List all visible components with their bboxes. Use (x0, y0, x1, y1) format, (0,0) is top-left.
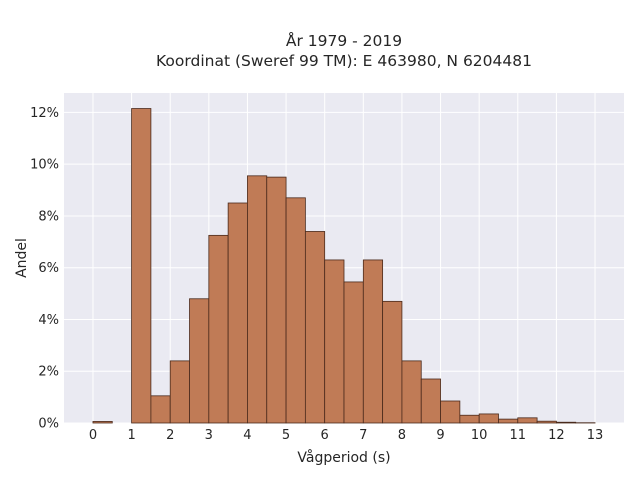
y-tick-label-0: 0% (38, 417, 59, 432)
histogram-bar-14 (362, 259, 384, 424)
chart-title-line-1: År 1979 - 2019 (286, 31, 402, 50)
x-tick-label-10: 10 (471, 428, 488, 443)
histogram-bar-20 (478, 413, 499, 424)
y-axis-label: Andel (14, 238, 30, 278)
histogram-bar-9 (266, 176, 287, 424)
x-tick-label-8: 8 (398, 428, 406, 443)
histogram-bar-21 (498, 418, 519, 424)
y-tick-label-6: 12% (30, 106, 59, 121)
histogram-bar-5 (189, 298, 210, 424)
x-tick-label-4: 4 (243, 428, 251, 443)
x-axis-label: Vågperiod (s) (297, 449, 390, 466)
histogram-bar-22 (517, 417, 538, 424)
x-tick-label-3: 3 (205, 428, 213, 443)
x-tick-label-6: 6 (321, 428, 329, 443)
y-tick-label-3: 6% (38, 261, 59, 276)
histogram-bar-2 (131, 108, 152, 424)
histogram-bar-16 (401, 360, 422, 424)
x-tick-label-12: 12 (548, 428, 565, 443)
histogram-bar-12 (324, 259, 345, 424)
x-tick-labels: 0 1 2 3 4 5 6 7 8 9 10 11 12 13 (89, 428, 603, 443)
histogram-bar-10 (285, 197, 306, 424)
x-tick-label-2: 2 (166, 428, 174, 443)
chart-title-line-2: Koordinat (Sweref 99 TM): E 463980, N 62… (156, 52, 532, 70)
histogram-bar-13 (343, 281, 364, 424)
histogram-bar-8 (247, 175, 268, 424)
histogram-bar-18 (440, 400, 461, 424)
x-tick-label-11: 11 (510, 428, 527, 443)
x-tick-label-9: 9 (436, 428, 444, 443)
x-tick-label-1: 1 (127, 428, 135, 443)
x-tick-label-13: 13 (587, 428, 604, 443)
histogram-bar-4 (169, 360, 190, 424)
y-tick-label-2: 4% (38, 313, 59, 328)
y-tick-label-1: 2% (38, 365, 59, 380)
y-tick-labels: 0% 2% 4% 6% 8% 10% 12% (30, 106, 59, 432)
x-tick-label-7: 7 (359, 428, 367, 443)
x-tick-label-0: 0 (89, 428, 97, 443)
histogram-bar-6 (208, 234, 229, 424)
histogram-bar-3 (150, 395, 171, 424)
histogram-bar-24 (556, 421, 577, 424)
histogram-bar-19 (459, 414, 480, 424)
histogram-bar-23 (536, 420, 557, 424)
histogram-bar-0 (92, 421, 113, 424)
x-tick-label-5: 5 (282, 428, 290, 443)
histogram-bars (92, 108, 596, 424)
y-tick-label-5: 10% (30, 158, 59, 173)
histogram-bar-17 (420, 378, 441, 424)
histogram-bar-15 (382, 300, 403, 424)
histogram-bar-7 (227, 202, 248, 424)
y-tick-label-4: 8% (38, 209, 59, 224)
histogram-bar-11 (304, 231, 326, 424)
